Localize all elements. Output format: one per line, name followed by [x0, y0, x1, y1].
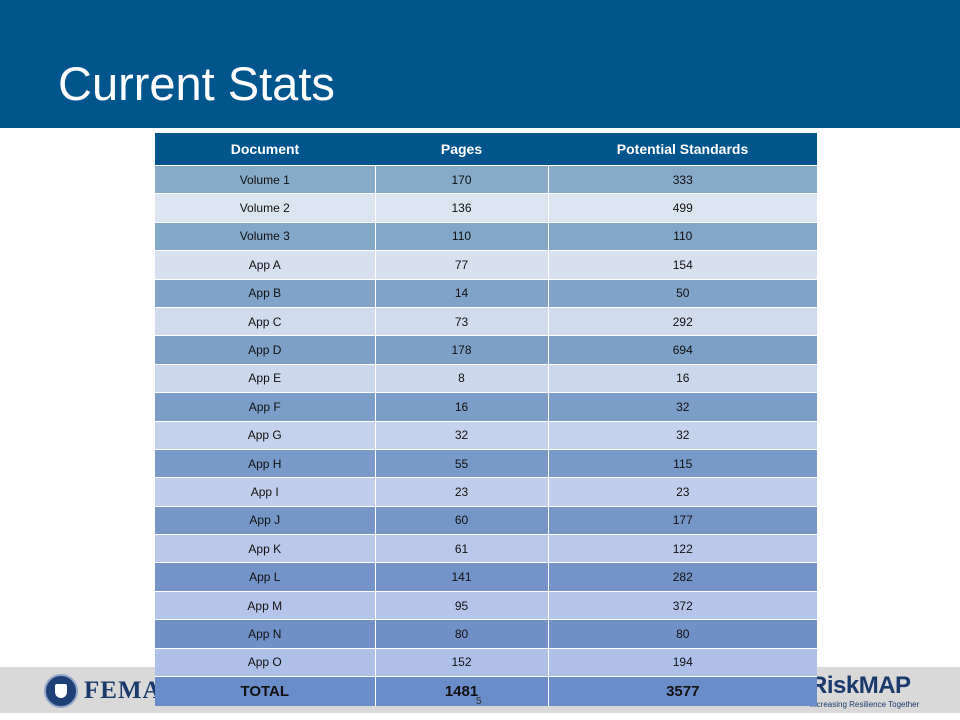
cell-pages: 73 [375, 306, 549, 336]
table-row: App I 23 23 [155, 477, 817, 507]
cell-document: Volume 2 [155, 193, 376, 223]
cell-document: App I [155, 477, 376, 507]
cell-document: App H [155, 448, 376, 478]
cell-document: App J [155, 505, 376, 535]
table-row: App B 14 50 [155, 278, 817, 308]
table-row: App L 141 282 [155, 562, 817, 592]
column-header-document: Document [155, 133, 375, 166]
cell-potential-standards: 292 [548, 306, 817, 336]
cell-pages: 23 [375, 477, 549, 507]
fema-logo: FEMA [44, 674, 162, 708]
cell-potential-standards: 122 [548, 534, 817, 563]
cell-potential-standards: 694 [548, 335, 817, 365]
cell-pages: 77 [375, 250, 549, 280]
cell-pages: 8 [375, 363, 549, 393]
table-row: App E 8 16 [155, 363, 817, 393]
cell-pages: 152 [375, 647, 549, 677]
table-body: Volume 1 170 333 Volume 2 136 499 Volume 3 110 1… [155, 164, 817, 707]
cell-pages: 55 [375, 448, 549, 478]
column-header-pages: Pages [375, 133, 548, 166]
cell-document: App M [155, 590, 376, 620]
cell-potential-standards: 16 [548, 363, 817, 393]
cell-potential-standards: 177 [548, 505, 817, 535]
cell-document: App B [155, 278, 376, 308]
cell-potential-standards: 372 [548, 590, 817, 620]
cell-potential-standards: 115 [548, 448, 817, 478]
cell-pages: 136 [375, 193, 549, 223]
cell-pages: 60 [375, 505, 549, 535]
table-row: App G 32 32 [155, 420, 817, 450]
total-label: TOTAL [155, 676, 376, 707]
total-pages: 1481 [375, 676, 549, 707]
cell-pages: 80 [375, 619, 549, 649]
page-number: 5 [476, 696, 482, 707]
cell-document: App A [155, 250, 376, 280]
riskmap-logo-text: RiskMAP [810, 672, 911, 699]
cell-document: App C [155, 306, 376, 336]
cell-potential-standards: 499 [548, 193, 817, 223]
table-row: App D 178 694 [155, 335, 817, 365]
cell-pages: 16 [375, 392, 549, 422]
table-row: Volume 3 110 110 [155, 221, 817, 251]
cell-potential-standards: 282 [548, 562, 817, 592]
cell-potential-standards: 32 [548, 420, 817, 450]
cell-pages: 32 [375, 420, 549, 450]
cell-document: App G [155, 420, 376, 450]
column-header-potential-standards: Potential Standards [548, 133, 817, 166]
cell-document: Volume 3 [155, 221, 376, 251]
cell-potential-standards: 110 [548, 221, 817, 251]
cell-document: App O [155, 647, 376, 677]
cell-potential-standards: 80 [548, 619, 817, 649]
cell-document: App K [155, 534, 376, 563]
cell-pages: 141 [375, 562, 549, 592]
cell-pages: 178 [375, 335, 549, 365]
table-row: App O 152 194 [155, 647, 817, 677]
cell-document: Volume 1 [155, 164, 376, 194]
cell-pages: 170 [375, 164, 549, 194]
slide-title: Current Stats [58, 57, 335, 110]
cell-potential-standards: 333 [548, 164, 817, 194]
header-band [0, 0, 960, 128]
riskmap-tagline: Increasing Resilience Together [810, 700, 920, 709]
table-row: App F 16 32 [155, 392, 817, 422]
cell-potential-standards: 50 [548, 278, 817, 308]
table-row: App N 80 80 [155, 619, 817, 649]
table-row: App C 73 292 [155, 306, 817, 336]
cell-document: App L [155, 562, 376, 592]
riskmap-logo: RiskMAP Increasing Resilience Together [810, 672, 950, 710]
dhs-seal-icon [44, 674, 78, 708]
cell-potential-standards: 194 [548, 647, 817, 677]
table-row: App K 61 122 [155, 534, 817, 563]
cell-document: App E [155, 363, 376, 393]
cell-document: App F [155, 392, 376, 422]
table-total-row: TOTAL 1481 3577 [155, 676, 817, 707]
cell-potential-standards: 23 [548, 477, 817, 507]
table-row: App A 77 154 [155, 250, 817, 280]
total-potential-standards: 3577 [548, 676, 817, 707]
table-row: App M 95 372 [155, 590, 817, 620]
table-row: App J 60 177 [155, 505, 817, 535]
cell-pages: 61 [375, 534, 549, 563]
cell-pages: 14 [375, 278, 549, 308]
cell-potential-standards: 154 [548, 250, 817, 280]
footer-bottom-strip [0, 713, 960, 720]
table-row: Volume 2 136 499 [155, 193, 817, 223]
cell-potential-standards: 32 [548, 392, 817, 422]
cell-pages: 110 [375, 221, 549, 251]
cell-pages: 95 [375, 590, 549, 620]
stats-table: Document Pages Potential Standards Volum… [155, 133, 817, 707]
fema-logo-text: FEMA [84, 677, 162, 704]
cell-document: App N [155, 619, 376, 649]
table-row: Volume 1 170 333 [155, 164, 817, 194]
table-header-row: Document Pages Potential Standards [155, 133, 817, 166]
table-row: App H 55 115 [155, 448, 817, 478]
cell-document: App D [155, 335, 376, 365]
